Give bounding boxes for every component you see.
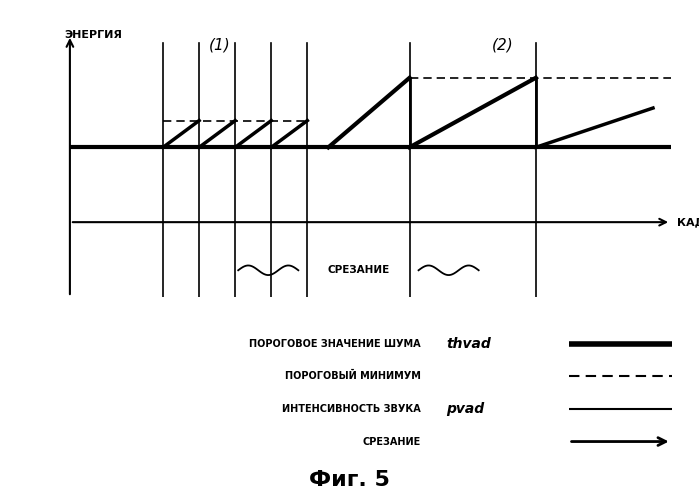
Text: thvad: thvad	[447, 337, 491, 350]
Text: pvad: pvad	[447, 402, 484, 416]
Text: СРЕЗАНИЕ: СРЕЗАНИЕ	[363, 437, 421, 446]
Text: Фиг. 5: Фиг. 5	[309, 470, 390, 490]
Text: (2): (2)	[492, 38, 514, 53]
Text: СРЕЗАНИЕ: СРЕЗАНИЕ	[327, 265, 389, 275]
Text: (1): (1)	[209, 38, 231, 53]
Text: ИНТЕНСИВНОСТЬ ЗВУКА: ИНТЕНСИВНОСТЬ ЗВУКА	[282, 404, 421, 414]
Text: ЭНЕРГИЯ: ЭНЕРГИЯ	[64, 30, 122, 40]
Text: ПОРОГОВЫЙ МИНИМУМ: ПОРОГОВЫЙ МИНИМУМ	[285, 371, 421, 381]
Text: КАДР: КАДР	[677, 217, 699, 227]
Text: ПОРОГОВОЕ ЗНАЧЕНИЕ ШУМА: ПОРОГОВОЕ ЗНАЧЕНИЕ ШУМА	[249, 339, 421, 348]
